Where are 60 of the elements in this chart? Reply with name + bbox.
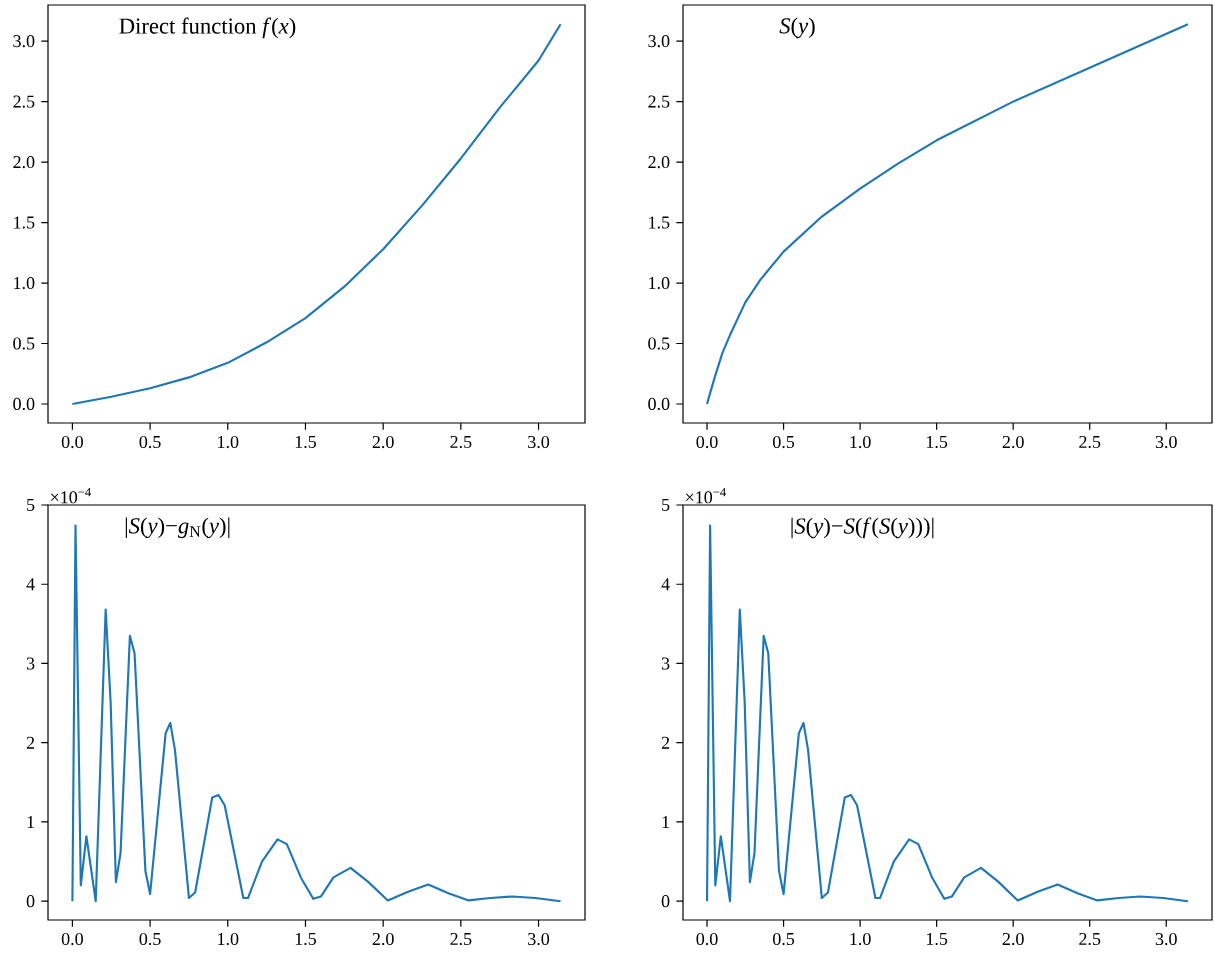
y-tick-label: 4 [661, 578, 670, 591]
x-tick-label: 1.0 [850, 435, 871, 449]
x-tick-label: 0.5 [773, 435, 795, 449]
y-tick-label: 5 [662, 498, 670, 511]
y-tick-label: 1.0 [649, 276, 670, 290]
x-tick-label: 1.5 [926, 932, 948, 946]
y-tick-label: 1 [27, 816, 34, 828]
x-tick-label: 2.0 [372, 435, 394, 449]
y-tick-label: 3.0 [13, 35, 35, 48]
chart-title: |S(y)−g$_{N}$(y)| [125, 517, 230, 539]
x-tick-label: 2.5 [450, 435, 472, 449]
y-tick-label: 2 [26, 736, 35, 749]
y-tick-label: 0 [661, 895, 670, 908]
x-tick-label: 1.5 [295, 435, 317, 449]
y-tick-label: 0.5 [13, 337, 35, 350]
x-tick-label: 0.0 [696, 932, 718, 946]
y-tick-label: 3 [661, 657, 670, 670]
chart-title: |S(y)−S(f(S(y)))| [791, 517, 934, 539]
y-tick-label: 5 [27, 498, 35, 511]
y-tick-label: 0.5 [648, 337, 670, 350]
x-tick-label: 2.5 [1079, 435, 1101, 449]
text: ×10$^{−4}$ [51, 487, 91, 504]
y-tick-label: 2.0 [648, 155, 670, 169]
x-tick-label: 2.0 [1002, 435, 1024, 449]
x-tick-label: 3.0 [528, 435, 550, 449]
x-tick-label: 0.0 [696, 435, 718, 449]
y-tick-label: 2.0 [13, 155, 35, 169]
x-tick-label: 1.0 [218, 932, 239, 946]
x-tick-label: 3.0 [1155, 435, 1177, 449]
x-tick-label: 1.0 [850, 932, 871, 946]
y-tick-label: 3.0 [648, 35, 670, 48]
x-tick-label: 0.5 [139, 932, 161, 946]
y-tick-label: 4 [26, 578, 35, 591]
x-tick-label: 0.0 [61, 435, 83, 449]
y-tick-label: 2 [661, 736, 670, 749]
x-tick-label: 2.0 [372, 932, 394, 946]
y-tick-label: 1.0 [14, 276, 35, 290]
x-tick-label: 3.0 [1155, 932, 1177, 946]
x-tick-label: 2.5 [450, 932, 472, 946]
x-tick-label: 3.0 [528, 932, 550, 946]
x-tick-label: 0.5 [773, 932, 795, 946]
x-tick-label: 1.5 [926, 435, 948, 449]
y-tick-label: 1 [662, 816, 669, 828]
x-tick-label: 0.5 [139, 435, 161, 449]
x-tick-label: 1.0 [218, 435, 239, 449]
y-tick-label: 0.0 [648, 397, 670, 411]
y-tick-label: 3 [26, 657, 35, 670]
text: ×10$^{−4}$ [686, 487, 726, 504]
y-tick-label: 1.5 [14, 216, 35, 229]
y-tick-label: 2.5 [13, 95, 35, 108]
y-tick-label: 0 [26, 895, 35, 908]
x-tick-label: 2.0 [1002, 932, 1024, 946]
text: S(y) [779, 17, 815, 39]
text: Direct function f(x) [119, 17, 296, 39]
y-tick-label: 2.5 [648, 95, 670, 108]
y-tick-label: 1.5 [649, 216, 670, 229]
y-tick-label: 0.0 [13, 397, 35, 411]
x-tick-label: 2.5 [1079, 932, 1101, 946]
x-tick-label: 0.0 [61, 932, 83, 946]
x-tick-label: 1.5 [295, 932, 317, 946]
